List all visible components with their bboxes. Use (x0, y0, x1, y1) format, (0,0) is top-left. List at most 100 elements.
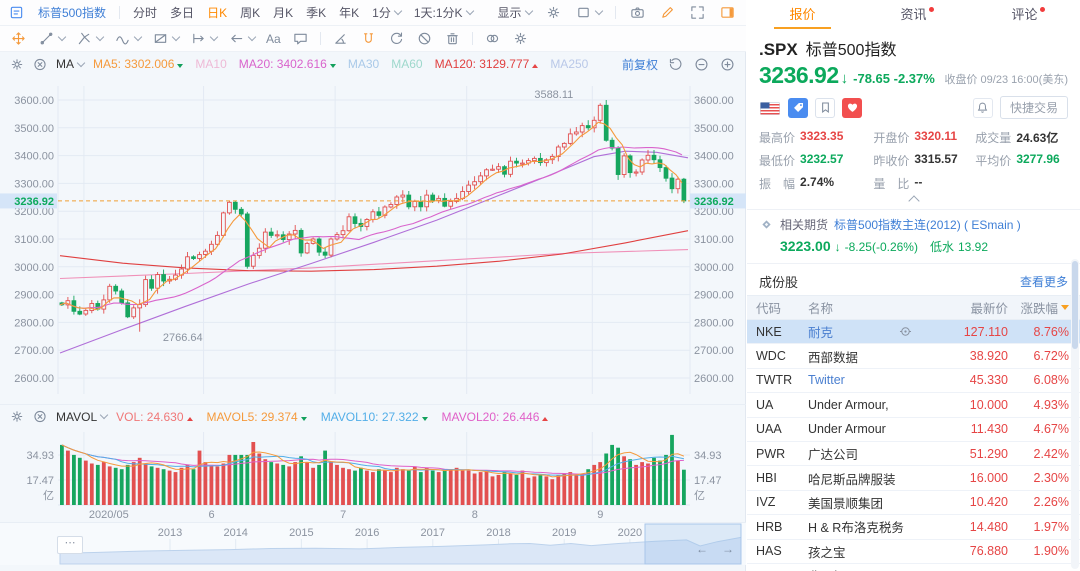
bookmark-button[interactable] (815, 97, 835, 118)
divider (319, 32, 321, 45)
measure-tool-dropdown[interactable] (190, 30, 219, 47)
gann-box-tool-dropdown[interactable] (152, 30, 181, 47)
chevron-down-icon (99, 410, 109, 420)
tools-settings-icon[interactable] (512, 30, 529, 47)
svg-text:3500.00: 3500.00 (14, 123, 54, 135)
futures-change: -8.25(-0.26%) (844, 240, 918, 254)
angle-tool-icon[interactable] (332, 30, 349, 47)
right-panel-toggle-icon[interactable] (719, 4, 736, 21)
chevron-down-icon (209, 32, 219, 42)
vol-settings-icon[interactable] (10, 408, 24, 425)
col-pct-sort[interactable]: 涨跌幅 (1018, 298, 1079, 317)
table-row[interactable]: HRB H & R布洛克税务 14.480 1.97% (747, 515, 1080, 540)
table-row[interactable]: PWR 广达公司 51.290 2.42% (747, 441, 1080, 467)
stock-code: HBI (756, 471, 777, 486)
collapse-stats-control[interactable] (747, 192, 1080, 207)
trash-icon[interactable] (444, 30, 461, 47)
table-row[interactable]: NKE 耐克 127.110 8.76% (747, 320, 1080, 345)
main-candlestick-chart[interactable]: 3600.00 3600.00 3500.00 3500.00 3400.00 3400.… (0, 76, 746, 404)
panel-tabs: 报价 资讯 评论 (747, 0, 1080, 30)
comment-bubble-icon[interactable] (292, 30, 309, 47)
navigator-more-button[interactable]: ⋯ (57, 536, 83, 554)
table-row[interactable]: IVZ 美国景顺集团 10.420 2.26% (747, 490, 1080, 516)
scrollbar-thumb[interactable] (1072, 261, 1078, 349)
arrow-tool-dropdown[interactable] (228, 30, 257, 47)
related-futures-block: 相关期货 标普500指数主连(2012) ( ESmain ) 3223.00 … (747, 213, 1080, 260)
stat-item: 平均价 3277.96 (975, 152, 1068, 169)
stock-price: 14.480 (969, 519, 1008, 534)
symbol-tab[interactable]: 标普500指数 (38, 6, 107, 20)
volume-chart[interactable]: 34.93 34.93 17.47 17.47 亿 亿 2020/05 6 7 8 9 (0, 428, 746, 522)
undo-icon[interactable] (667, 56, 684, 73)
table-row[interactable]: UAA Under Armour 11.430 4.67% (747, 417, 1080, 442)
vol-close-icon[interactable] (33, 408, 47, 425)
table-row[interactable]: UA Under Armour, 10.000 4.93% (747, 393, 1080, 418)
svg-text:8: 8 (472, 509, 478, 521)
text-tool-icon[interactable]: Aa (266, 31, 281, 46)
tab-comments[interactable]: 评论 (969, 0, 1080, 30)
fullscreen-icon[interactable] (689, 4, 706, 21)
svg-text:2017: 2017 (421, 527, 445, 539)
nav-left-arrow[interactable]: ← (696, 542, 708, 556)
stat-item: 开盘价 3320.11 (873, 129, 975, 146)
display-dropdown[interactable]: 显示 (498, 4, 533, 21)
stock-code: HRB (756, 519, 783, 534)
multi-period-dropdown[interactable]: 1天:1分K (414, 4, 474, 21)
compare-link-icon[interactable] (484, 30, 501, 47)
pitchfork-tool-dropdown[interactable] (76, 30, 105, 47)
pencil-icon[interactable] (659, 4, 676, 21)
panel-scrollbar[interactable] (1071, 259, 1079, 569)
trendline-tool-dropdown[interactable] (38, 30, 67, 47)
stat-label: 昨收价 (873, 154, 910, 168)
adjust-mode-link[interactable]: 前复权 (621, 57, 658, 72)
alert-bell-button[interactable] (972, 97, 993, 118)
tab-fenshi[interactable]: 分时 (133, 6, 158, 20)
minute-dropdown[interactable]: 1分 (372, 4, 403, 21)
layout-dropdown[interactable] (575, 4, 603, 21)
mavol-dropdown[interactable]: MAVOL (56, 410, 109, 424)
table-row[interactable]: HAS 孩之宝 76.880 1.90% (747, 539, 1080, 564)
camera-icon[interactable] (629, 4, 646, 21)
stock-name: 美国景顺集团 (808, 496, 884, 511)
tab-quarterly-k[interactable]: 季K (306, 6, 327, 20)
chart-panel: 标普500指数 分时 多日 日K 周K 月K 季K 年K 1分 1天:1分K 显… (0, 0, 746, 571)
arrow-left-icon (228, 30, 245, 47)
quick-trade-button[interactable]: 快捷交易 (999, 96, 1068, 119)
tab-quotes[interactable]: 报价 (747, 0, 858, 30)
tab-daily-k[interactable]: 日K (207, 6, 228, 20)
svg-text:2900.00: 2900.00 (694, 290, 734, 302)
tab-monthly-k[interactable]: 月K (273, 6, 294, 20)
tab-weekly-k[interactable]: 周K (240, 6, 261, 20)
wave-tool-dropdown[interactable] (114, 30, 143, 47)
stock-change-pct: 2.30% (1033, 471, 1069, 486)
tab-news[interactable]: 资讯 (858, 0, 969, 30)
stock-change-pct: 4.93% (1033, 397, 1069, 412)
indicator-close-icon[interactable] (33, 56, 47, 73)
zoom-out-icon[interactable] (693, 56, 710, 73)
indicator-settings-icon[interactable] (10, 56, 24, 73)
table-row[interactable]: ILMNIllumina273.0001.67% (747, 563, 1080, 571)
see-more-link[interactable]: 查看更多 (1019, 274, 1068, 289)
table-row[interactable]: HBI 哈尼斯品牌服装 16.000 2.30% (747, 466, 1080, 491)
favorite-heart-button[interactable] (842, 97, 862, 118)
ma-dropdown[interactable]: MA (56, 57, 86, 71)
down-arrow-icon: ↓ (840, 70, 849, 87)
magnet-icon[interactable] (360, 30, 377, 47)
chart-settings-icon[interactable] (545, 4, 562, 21)
tab-yearly-k[interactable]: 年K (339, 6, 360, 20)
move-cross-icon[interactable] (10, 30, 27, 47)
table-row[interactable]: TWTR Twitter 45.330 6.08% (747, 368, 1080, 394)
window-icon[interactable] (8, 4, 25, 21)
navigator-window[interactable] (644, 523, 742, 565)
label-tag-button[interactable] (788, 97, 808, 118)
tab-duori[interactable]: 多日 (170, 6, 195, 20)
timeline-navigator[interactable]: 2013 2014 2015 2016 2017 2018 2019 2020 ← → (0, 522, 746, 565)
hide-drawings-icon[interactable] (416, 30, 433, 47)
notification-dot (1039, 7, 1045, 12)
futures-link[interactable]: 标普500指数主连(2012) ( ESmain ) (834, 218, 1021, 232)
zoom-in-icon[interactable] (719, 56, 736, 73)
refresh-icon[interactable] (388, 30, 405, 47)
stock-code: PWR (756, 446, 786, 461)
table-row[interactable]: WDC 西部数据 38.920 6.72% (747, 344, 1080, 369)
nav-right-arrow[interactable]: → (722, 542, 734, 556)
